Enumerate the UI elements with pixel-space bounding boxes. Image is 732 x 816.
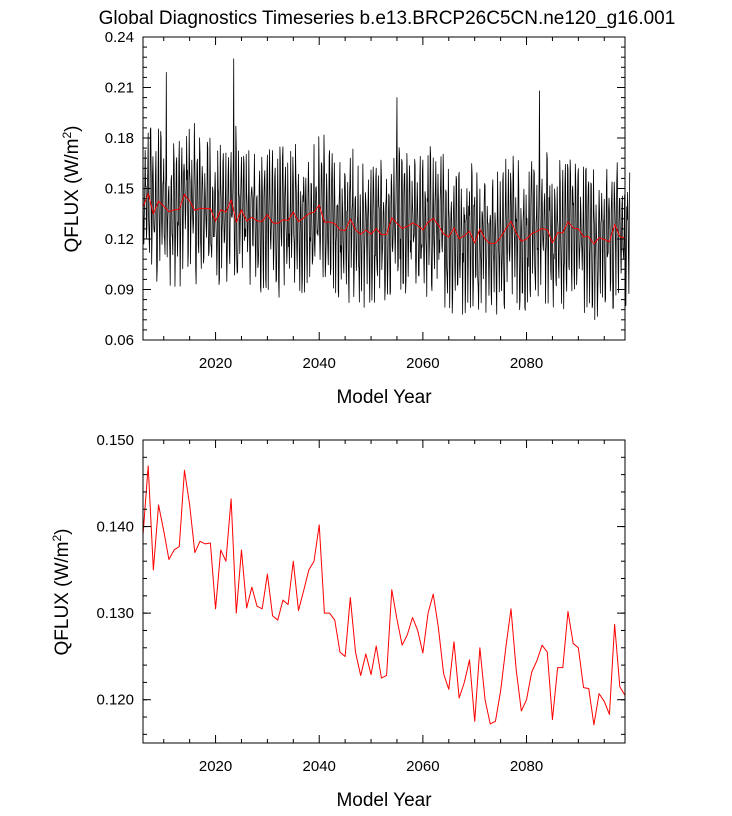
bottom-series-annual-mean-line: [142, 465, 626, 726]
bottom-x-tick-label: 2040: [303, 758, 336, 775]
top-x-axis-title: Model Year: [336, 387, 432, 408]
top-plot-content: [142, 58, 631, 320]
top-y-tick-label: 0.24: [105, 29, 134, 46]
top-y-tick-label: 0.09: [105, 282, 134, 299]
top-y-axis-title-end: ): [62, 125, 83, 131]
top-x-tick-label: 2060: [406, 355, 439, 372]
bottom-x-tick-label: 2020: [199, 758, 232, 775]
bottom-plot-content: [142, 465, 626, 726]
top-y-axis-title-sup: 2: [60, 132, 74, 139]
top-y-tick-label: 0.12: [105, 231, 134, 248]
top-axis-ticks: 0.06 0.09 0.12 0.15 0.18 0.21 0.24 2020 2040 2060…: [105, 29, 625, 372]
bottom-y-axis-title: QFLUX (W/m2): [50, 528, 73, 655]
top-y-axis-title-main: QFLUX (W/m: [62, 139, 83, 253]
top-series-monthly-line: [142, 58, 631, 320]
bottom-y-axis-title-main: QFLUX (W/m: [52, 542, 73, 656]
bottom-x-tick-label: 2080: [510, 758, 543, 775]
bottom-y-tick-label: 0.130: [96, 605, 134, 622]
top-y-tick-label: 0.15: [105, 181, 134, 198]
bottom-panel: 0.120 0.130 0.140 0.150 2020 2040 2060 2080 Mod…: [50, 432, 626, 811]
bottom-y-tick-label: 0.120: [96, 692, 134, 709]
bottom-x-axis-title: Model Year: [336, 790, 432, 811]
top-x-tick-label: 2080: [510, 355, 543, 372]
bottom-y-axis-title-sup: 2: [50, 535, 64, 542]
top-series-annual-mean-line: [142, 193, 626, 245]
bottom-plot-frame: [142, 439, 626, 744]
top-y-axis-title: QFLUX (W/m2): [60, 125, 83, 252]
top-x-tick-label: 2040: [303, 355, 336, 372]
bottom-axis-ticks: 0.120 0.130 0.140 0.150 2020 2040 2060 2080: [96, 432, 625, 775]
bottom-y-tick-label: 0.150: [96, 432, 134, 449]
top-x-tick-label: 2020: [199, 355, 232, 372]
bottom-y-axis-title-end: ): [52, 528, 73, 534]
top-panel: 0.06 0.09 0.12 0.15 0.18 0.21 0.24 2020 2040 2060…: [60, 29, 631, 408]
top-y-tick-label: 0.06: [105, 332, 134, 349]
top-y-tick-label: 0.18: [105, 130, 134, 147]
figure-title: Global Diagnostics Timeseries b.e13.BRCP…: [99, 8, 676, 29]
bottom-x-tick-label: 2060: [406, 758, 439, 775]
bottom-y-tick-label: 0.140: [96, 519, 134, 536]
top-y-tick-label: 0.21: [105, 80, 134, 97]
